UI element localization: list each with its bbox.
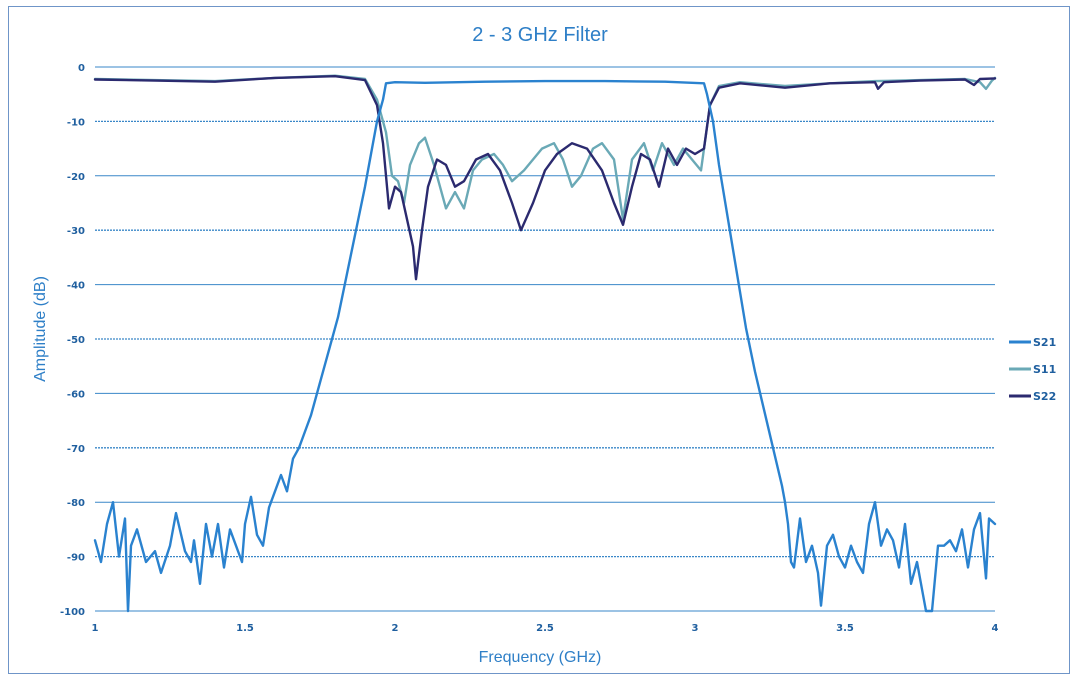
x-tick-labels: 1 1.5 2 2.5 3 3.5 4 bbox=[92, 623, 999, 634]
series-lines bbox=[93, 74, 997, 613]
x-tick-label: 4 bbox=[992, 623, 999, 634]
y-tick-labels: 0 -10 -20 -30 -40 -50 -60 -70 -80 -90 -100 bbox=[60, 63, 85, 618]
legend: S21 S11 S22 bbox=[1009, 336, 1056, 403]
x-tick-label: 1 bbox=[92, 623, 99, 634]
x-tick-label: 3 bbox=[692, 623, 699, 634]
y-tick-label: 0 bbox=[78, 63, 85, 74]
series-line-s21 bbox=[93, 79, 997, 613]
x-axis-label: Frequency (GHz) bbox=[479, 649, 602, 666]
y-tick-label: -90 bbox=[67, 553, 85, 564]
y-axis-label: Amplitude (dB) bbox=[32, 276, 49, 382]
x-tick-label: 2.5 bbox=[536, 623, 554, 634]
y-tick-label: -20 bbox=[67, 172, 85, 183]
legend-label-s21: S21 bbox=[1033, 336, 1056, 349]
y-tick-label: -60 bbox=[67, 389, 85, 400]
x-tick-label: 1.5 bbox=[236, 623, 254, 634]
series-line-s22 bbox=[93, 75, 997, 281]
legend-label-s22: S22 bbox=[1033, 390, 1056, 403]
chart-title: 2 - 3 GHz Filter bbox=[472, 24, 608, 46]
series-line-s11 bbox=[93, 74, 997, 221]
legend-label-s11: S11 bbox=[1033, 363, 1056, 376]
chart-plot: 2 - 3 GHz Filter Frequency (GHz) Amplitu… bbox=[32, 24, 1056, 666]
x-tick-label: 2 bbox=[392, 623, 399, 634]
y-tick-label: -10 bbox=[67, 117, 85, 128]
x-tick-label: 3.5 bbox=[836, 623, 854, 634]
y-tick-label: -30 bbox=[67, 226, 85, 237]
grid-lines bbox=[95, 66, 995, 612]
y-tick-label: -80 bbox=[67, 498, 85, 509]
y-tick-label: -50 bbox=[67, 335, 85, 346]
y-tick-label: -40 bbox=[67, 281, 85, 292]
y-tick-label: -100 bbox=[60, 607, 85, 618]
chart-frame: 2 - 3 GHz Filter Frequency (GHz) Amplitu… bbox=[8, 6, 1070, 674]
y-tick-label: -70 bbox=[67, 444, 85, 455]
